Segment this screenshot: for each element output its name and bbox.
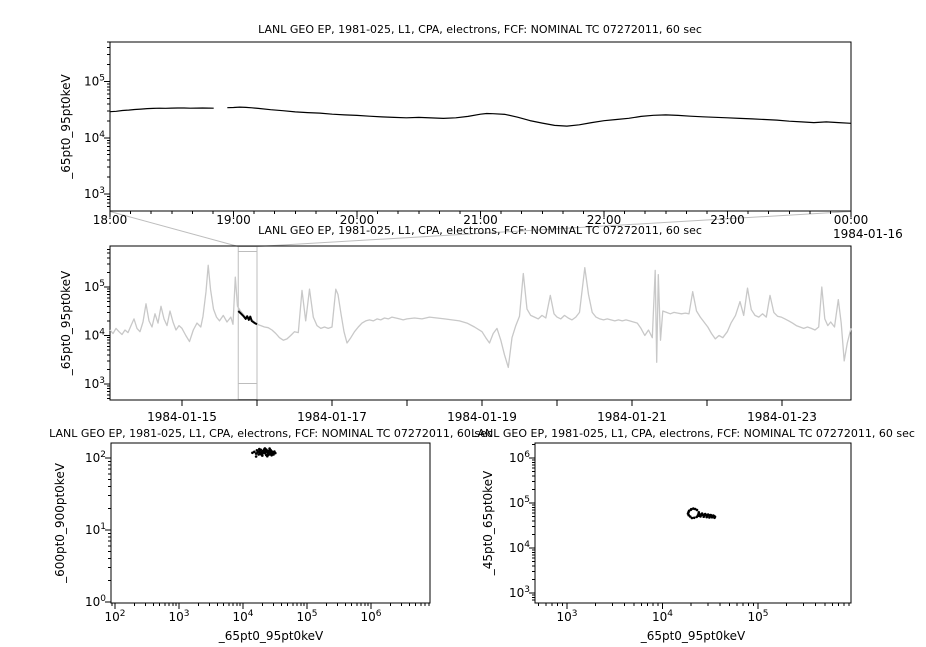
top-plot-series: [109, 106, 852, 127]
tick-label: 104: [509, 540, 530, 555]
data-point: [708, 516, 711, 519]
data-point: [272, 453, 275, 456]
scatter-right-points: [686, 507, 717, 520]
scatter-left-title: LANL GEO EP, 1981-025, L1, CPA, electron…: [49, 427, 493, 440]
scatter-right-ylabel: _45pt0_65pt0keV: [481, 470, 495, 576]
data-point: [254, 455, 258, 458]
data-point: [262, 449, 265, 453]
tick-label: 20:00: [340, 213, 375, 227]
tick-label: 1984-01-19: [447, 410, 517, 424]
tick-label: 23:00: [710, 213, 745, 227]
tick-label: 102: [85, 450, 106, 465]
scatter-left-ticks: 100 101 102 102 103 104 105 106: [85, 450, 430, 624]
tick-label: 21:00: [463, 213, 498, 227]
zoom-connector-right: [256, 211, 852, 247]
data-point: [257, 453, 260, 456]
series-line: [109, 264, 852, 369]
tick-label: 103: [509, 585, 530, 600]
tick-label: 106: [509, 450, 530, 465]
data-point: [692, 516, 696, 520]
data-point: [255, 449, 259, 452]
tick-label: 103: [556, 609, 577, 624]
context-plot-area[interactable]: [109, 245, 852, 401]
tick-label: 1984-01-23: [747, 410, 817, 424]
tick-label: 104: [652, 609, 673, 624]
tick-label: 1984-01-15: [147, 410, 217, 424]
data-point: [710, 516, 714, 519]
zoom-connector-left: [109, 211, 239, 247]
top-plot-title: LANL GEO EP, 1981-025, L1, CPA, electron…: [258, 23, 702, 36]
tick-label: 105: [509, 495, 530, 510]
data-point: [695, 515, 698, 519]
data-point: [702, 515, 705, 518]
tick-label: 105: [747, 609, 768, 624]
highlight-series-line: [237, 310, 258, 326]
data-point: [258, 447, 261, 451]
scatter-right-ticks: 103 104 105 106 103 104 105: [509, 443, 850, 624]
data-point: [687, 510, 690, 514]
tick-label: 100: [85, 594, 106, 609]
tick-label: 103: [84, 376, 105, 391]
context-plot-title: LANL GEO EP, 1981-025, L1, CPA, electron…: [258, 224, 702, 237]
top-plot-area[interactable]: [109, 41, 852, 212]
tick-label: 102: [104, 609, 125, 624]
top-plot-ylabel: _65pt0_95pt0keV: [59, 73, 73, 179]
scatter-right-plot-area[interactable]: [534, 442, 852, 604]
data-point: [687, 513, 690, 517]
tick-label: 105: [84, 279, 105, 294]
data-point: [698, 513, 702, 517]
scatter-left-xlabel: _65pt0_95pt0keV: [218, 629, 324, 643]
tick-label: 105: [296, 609, 317, 624]
top-plot: LANL GEO EP, 1981-025, L1, CPA, electron…: [59, 23, 903, 241]
data-point: [709, 513, 712, 517]
data-point: [259, 452, 263, 456]
tick-label: 104: [84, 130, 105, 145]
scatter-right-xlabel: _65pt0_95pt0keV: [640, 629, 746, 643]
data-point: [700, 512, 704, 515]
data-point: [706, 513, 710, 516]
context-plot-ticks: 103 104 105 1984-01-15 1984-01-17 1984-01-19 1…: [84, 248, 817, 424]
tick-label: 103: [168, 609, 189, 624]
series-line: [109, 106, 852, 127]
tick-label: 106: [360, 609, 381, 624]
scatter-right-plot: LANL GEO EP, 1981-025, L1, CPA, electron…: [471, 427, 915, 643]
tick-label: 22:00: [587, 213, 622, 227]
context-plot: LANL GEO EP, 1981-025, L1, CPA, electron…: [59, 224, 852, 424]
tick-label: 104: [232, 609, 253, 624]
data-point: [267, 453, 270, 457]
data-point: [253, 450, 256, 454]
scatter-left-points: [251, 447, 277, 458]
scatter-left-plot: LANL GEO EP, 1981-025, L1, CPA, electron…: [49, 427, 493, 643]
top-plot-ticks: 103 104 105 18:00 19:00 20:00 21:00 22:00 23:00 0…: [84, 41, 869, 227]
zoom-connector-group: [109, 211, 852, 400]
data-point: [264, 448, 268, 451]
tick-label: 18:00: [93, 213, 128, 227]
data-point: [689, 508, 693, 512]
data-point: [269, 448, 272, 452]
scatter-right-title: LANL GEO EP, 1981-025, L1, CPA, electron…: [471, 427, 915, 440]
tick-label: 104: [84, 327, 105, 342]
tick-label: 19:00: [216, 213, 251, 227]
tick-label: 101: [85, 522, 106, 537]
data-point: [705, 515, 708, 519]
scatter-left-ylabel: _600pt0_900pt0keV: [53, 462, 67, 584]
tick-label: 105: [84, 73, 105, 88]
context-plot-ylabel: _65pt0_95pt0keV: [59, 270, 73, 376]
top-plot-date-label: 1984-01-16: [833, 227, 903, 241]
tick-label: 00:00: [834, 213, 869, 227]
tick-label: 1984-01-21: [597, 410, 667, 424]
tick-label: 1984-01-17: [297, 410, 367, 424]
data-point: [274, 451, 277, 455]
data-point: [690, 516, 694, 520]
context-plot-series: [109, 264, 852, 369]
data-point: [713, 516, 716, 520]
tick-label: 103: [84, 186, 105, 201]
data-point: [703, 512, 707, 516]
scatter-left-plot-area[interactable]: [110, 442, 431, 604]
data-point: [693, 507, 697, 511]
